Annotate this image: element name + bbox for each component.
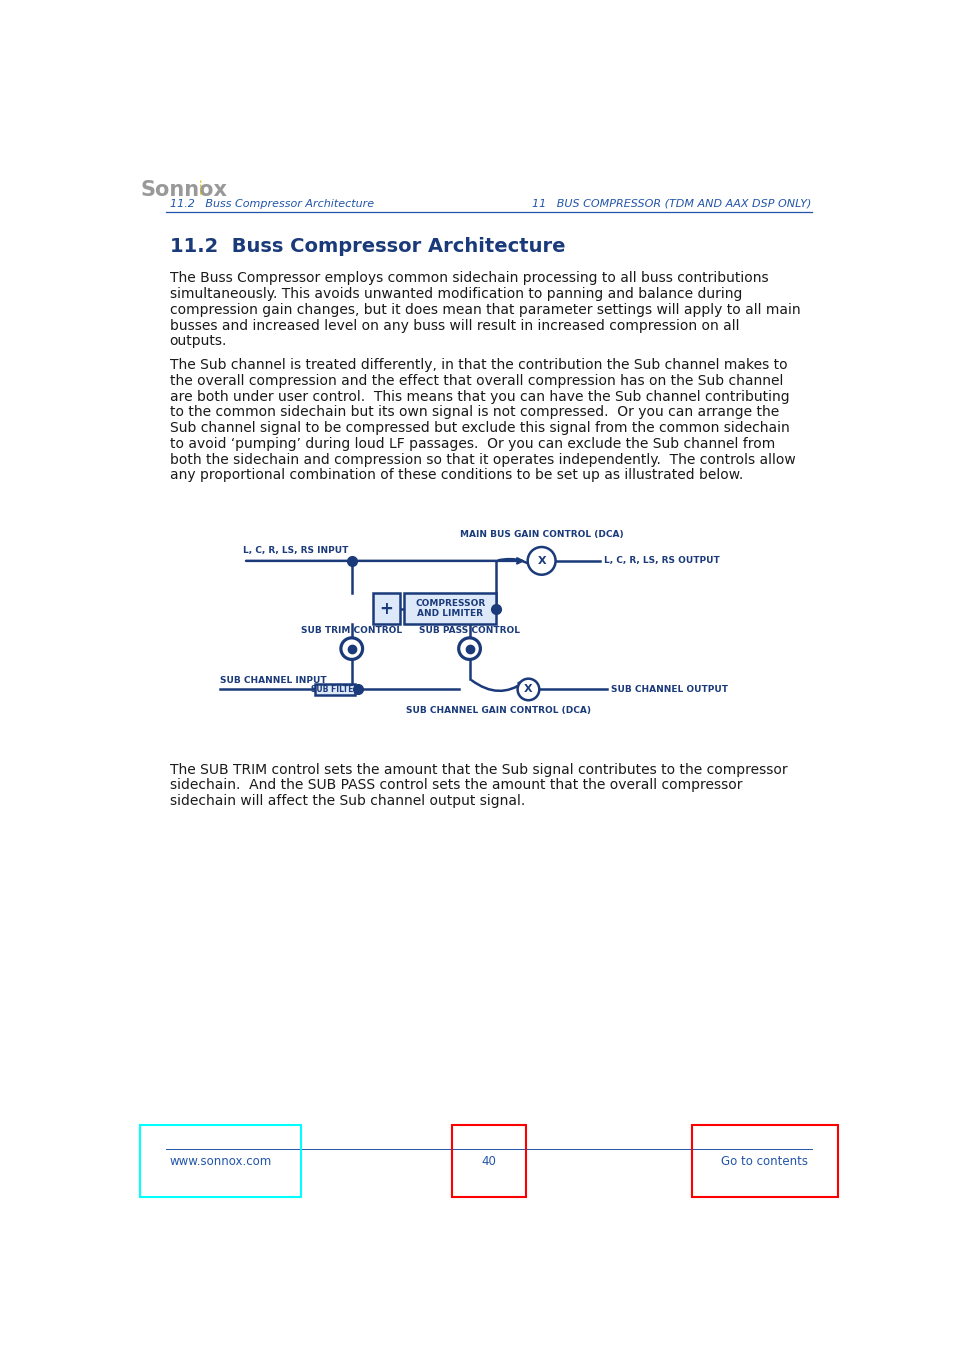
Text: 11.2   Buss Compressor Architecture: 11.2 Buss Compressor Architecture (170, 198, 374, 209)
Text: both the sidechain and compression so that it operates independently.  The contr: both the sidechain and compression so th… (170, 452, 795, 467)
Text: The SUB TRIM control sets the amount that the Sub signal contributes to the comp: The SUB TRIM control sets the amount tha… (170, 763, 786, 776)
Circle shape (517, 679, 538, 701)
Text: SUB CHANNEL OUTPUT: SUB CHANNEL OUTPUT (611, 684, 727, 694)
Text: www.sonnox.com: www.sonnox.com (170, 1156, 272, 1168)
Text: any proportional combination of these conditions to be set up as illustrated bel: any proportional combination of these co… (170, 468, 742, 482)
Circle shape (458, 637, 480, 659)
Text: SUB TRIM CONTROL: SUB TRIM CONTROL (301, 626, 402, 634)
FancyBboxPatch shape (314, 684, 355, 695)
Text: The Buss Compressor employs common sidechain processing to all buss contribution: The Buss Compressor employs common sidec… (170, 271, 767, 285)
Text: AND LIMITER: AND LIMITER (416, 609, 482, 618)
Text: SUB PASS CONTROL: SUB PASS CONTROL (418, 626, 519, 634)
Text: The Sub channel is treated differently, in that the contribution the Sub channel: The Sub channel is treated differently, … (170, 358, 786, 373)
Text: SUB CHANNEL INPUT: SUB CHANNEL INPUT (220, 676, 326, 684)
Text: SUB CHANNEL GAIN CONTROL (DCA): SUB CHANNEL GAIN CONTROL (DCA) (406, 706, 591, 716)
Text: MAIN BUS GAIN CONTROL (DCA): MAIN BUS GAIN CONTROL (DCA) (459, 531, 622, 539)
Text: X: X (537, 556, 545, 566)
Text: 40: 40 (481, 1156, 496, 1168)
Text: +: + (379, 599, 394, 617)
Text: simultaneously. This avoids unwanted modification to panning and balance during: simultaneously. This avoids unwanted mod… (170, 288, 741, 301)
Text: ┊: ┊ (196, 181, 204, 194)
Text: sidechain will affect the Sub channel output signal.: sidechain will affect the Sub channel ou… (170, 794, 524, 809)
Text: to avoid ‘pumping’ during loud LF passages.  Or you can exclude the Sub channel : to avoid ‘pumping’ during loud LF passag… (170, 437, 774, 451)
Text: COMPRESSOR: COMPRESSOR (415, 599, 485, 609)
Text: L, C, R, LS, RS INPUT: L, C, R, LS, RS INPUT (243, 545, 348, 555)
Text: sidechain.  And the SUB PASS control sets the amount that the overall compressor: sidechain. And the SUB PASS control sets… (170, 779, 741, 792)
Text: Go to contents: Go to contents (720, 1156, 807, 1168)
Text: the overall compression and the effect that overall compression has on the Sub c: the overall compression and the effect t… (170, 374, 782, 387)
Text: Sub channel signal to be compressed but exclude this signal from the common side: Sub channel signal to be compressed but … (170, 421, 788, 435)
Circle shape (527, 547, 555, 575)
Text: 11   BUS COMPRESSOR (TDM AND AAX DSP ONLY): 11 BUS COMPRESSOR (TDM AND AAX DSP ONLY) (532, 198, 810, 209)
FancyBboxPatch shape (373, 593, 399, 624)
Circle shape (340, 637, 362, 659)
Text: to the common sidechain but its own signal is not compressed.  Or you can arrang: to the common sidechain but its own sign… (170, 405, 778, 420)
FancyBboxPatch shape (404, 593, 496, 624)
Text: Sonnox: Sonnox (141, 181, 228, 201)
Text: busses and increased level on any buss will result in increased compression on a: busses and increased level on any buss w… (170, 319, 739, 332)
Text: X: X (523, 684, 532, 694)
Text: 11.2  Buss Compressor Architecture: 11.2 Buss Compressor Architecture (170, 238, 564, 256)
Text: L, C, R, LS, RS OUTPUT: L, C, R, LS, RS OUTPUT (603, 556, 719, 566)
Text: outputs.: outputs. (170, 335, 227, 348)
Text: SUB FILTER: SUB FILTER (311, 684, 358, 694)
Text: are both under user control.  This means that you can have the Sub channel contr: are both under user control. This means … (170, 390, 788, 404)
Text: compression gain changes, but it does mean that parameter settings will apply to: compression gain changes, but it does me… (170, 302, 800, 317)
